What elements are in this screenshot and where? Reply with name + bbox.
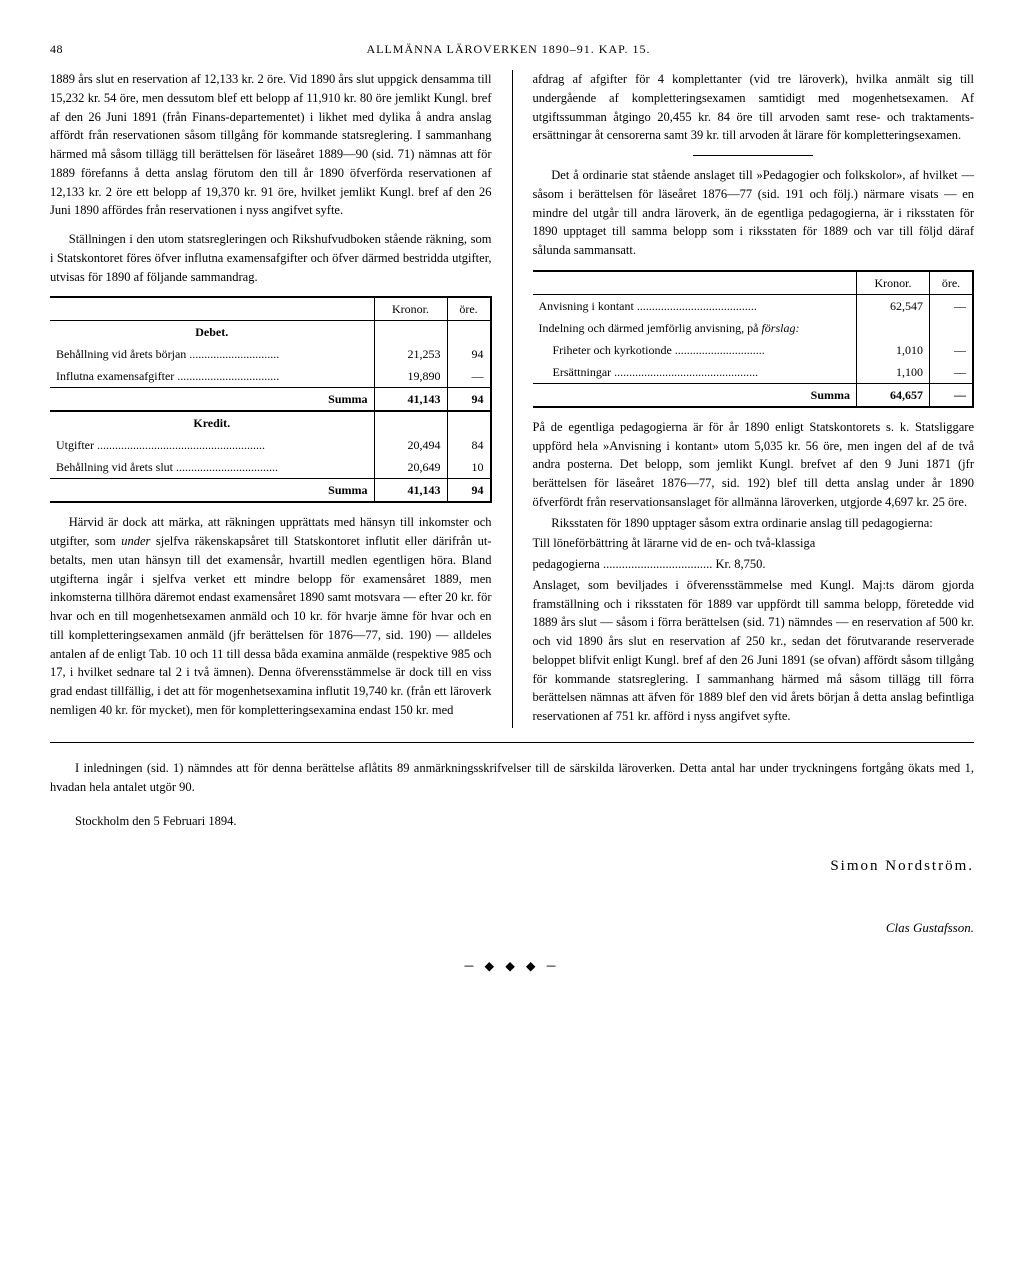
- right-para-2: Det å ordinarie stat stående anslaget ti…: [533, 166, 975, 260]
- right-para-4: Riksstaten för 1890 upptager såsom extra…: [533, 514, 975, 533]
- signature-secondary: Clas Gustafsson.: [50, 918, 974, 938]
- ornament-icon: ─ ◆ ◆ ◆ ─: [50, 957, 974, 976]
- running-title: ALLMÄNNA LÄROVERKEN 1890–91. KAP. 15.: [63, 40, 954, 58]
- col-ore: öre.: [447, 297, 491, 321]
- row-indelning-heading: Indelning och därmed jemförlig anvisning…: [533, 317, 857, 339]
- left-para-3: Härvid är dock att märka, att räkningen …: [50, 513, 492, 719]
- summa-1: Summa: [50, 388, 374, 412]
- signature-main: Simon Nordström.: [50, 855, 974, 878]
- footer-para-1: I inledningen (sid. 1) nämndes att för d…: [50, 759, 974, 797]
- row-behallning-start: Behållning vid årets början ............…: [50, 343, 374, 365]
- section-rule: [693, 155, 813, 156]
- footer-rule: [50, 742, 974, 743]
- line-item-a: Till löneförbättring åt lärarne vid de e…: [533, 534, 975, 553]
- col-kronor: Kronor.: [374, 297, 447, 321]
- left-para-2: Ställningen i den utom statsregleringen …: [50, 230, 492, 286]
- summa-2: Summa: [50, 479, 374, 503]
- line-item-b: pedagogierna ...........................…: [533, 555, 975, 574]
- right-para-5: Anslaget, som beviljades i öfverensstämm…: [533, 576, 975, 726]
- pedagogier-table: Kronor. öre. Anvisning i kontant .......…: [533, 270, 975, 408]
- right-column: afdrag af afgifter för 4 komplettanter (…: [533, 70, 975, 728]
- column-separator: [512, 70, 513, 728]
- summa-3: Summa: [533, 383, 857, 407]
- right-para-1: afdrag af afgifter för 4 komplettanter (…: [533, 70, 975, 145]
- page-header: 48 ALLMÄNNA LÄROVERKEN 1890–91. KAP. 15.: [50, 40, 974, 58]
- row-anvisning: Anvisning i kontant ....................…: [533, 294, 857, 317]
- page-number: 48: [50, 40, 63, 58]
- row-influtna: Influtna examensafgifter ...............…: [50, 365, 374, 388]
- two-column-layout: 1889 års slut en reservation af 12,133 k…: [50, 70, 974, 728]
- right-para-3: På de egentliga pedagogierna är för år 1…: [533, 418, 975, 512]
- left-column: 1889 års slut en reservation af 12,133 k…: [50, 70, 492, 728]
- row-utgifter: Utgifter ...............................…: [50, 434, 374, 456]
- footer-para-2: Stockholm den 5 Februari 1894.: [50, 812, 974, 831]
- kredit-heading: Kredit.: [50, 411, 374, 434]
- row-friheter: Friheter och kyrkotionde ...............…: [533, 339, 857, 361]
- debet-kredit-table: Kronor. öre. Debet. Behållning vid årets…: [50, 296, 492, 503]
- col-kronor-2: Kronor.: [857, 271, 930, 295]
- debet-heading: Debet.: [50, 321, 374, 344]
- col-ore-2: öre.: [930, 271, 974, 295]
- row-behallning-slut: Behållning vid årets slut ..............…: [50, 456, 374, 479]
- left-para-1: 1889 års slut en reservation af 12,133 k…: [50, 70, 492, 220]
- row-ersattningar: Ersättningar ...........................…: [533, 361, 857, 384]
